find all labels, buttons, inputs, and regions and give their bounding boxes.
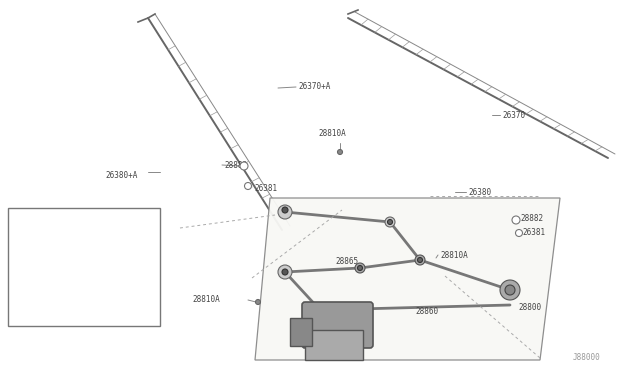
Circle shape — [320, 308, 340, 328]
Text: 28810A: 28810A — [318, 128, 346, 138]
Circle shape — [512, 216, 520, 224]
Circle shape — [337, 150, 342, 154]
Circle shape — [240, 162, 248, 170]
Circle shape — [282, 207, 288, 213]
Text: 26373P: 26373P — [100, 231, 125, 237]
Text: 28810A: 28810A — [440, 251, 468, 260]
FancyBboxPatch shape — [302, 302, 373, 348]
Text: ASSIST: ASSIST — [100, 240, 125, 246]
Bar — [8, 208, 160, 326]
Text: 26381: 26381 — [254, 183, 277, 192]
Circle shape — [415, 255, 425, 265]
Bar — [290, 318, 312, 346]
Text: 26380+A: 26380+A — [105, 170, 138, 180]
Text: 26381: 26381 — [522, 228, 545, 237]
Text: J88000: J88000 — [573, 353, 601, 362]
Text: 28810A: 28810A — [192, 295, 220, 305]
Text: DRIVER: DRIVER — [100, 268, 125, 274]
Circle shape — [385, 217, 395, 227]
Circle shape — [515, 230, 522, 237]
Text: 26370+A: 26370+A — [298, 81, 330, 90]
Text: 28800: 28800 — [518, 304, 541, 312]
Circle shape — [355, 263, 365, 273]
Circle shape — [417, 257, 422, 263]
Text: WIPER BLADE REFILLS: WIPER BLADE REFILLS — [14, 313, 95, 319]
Text: 26373M: 26373M — [100, 259, 125, 265]
Circle shape — [278, 265, 292, 279]
Text: 28882: 28882 — [224, 160, 247, 170]
Text: 28860: 28860 — [415, 308, 438, 317]
Text: 28810: 28810 — [318, 343, 341, 353]
Bar — [305, 330, 363, 360]
Polygon shape — [255, 198, 560, 360]
Text: 26370: 26370 — [502, 110, 525, 119]
Circle shape — [505, 285, 515, 295]
Circle shape — [500, 280, 520, 300]
Circle shape — [255, 299, 260, 305]
Circle shape — [358, 266, 362, 270]
Circle shape — [278, 205, 292, 219]
Circle shape — [387, 219, 392, 224]
Circle shape — [244, 183, 252, 189]
Circle shape — [325, 313, 335, 323]
Text: 26380: 26380 — [468, 187, 491, 196]
Circle shape — [282, 269, 288, 275]
Text: 28865: 28865 — [335, 257, 358, 266]
Text: 28882: 28882 — [520, 214, 543, 222]
